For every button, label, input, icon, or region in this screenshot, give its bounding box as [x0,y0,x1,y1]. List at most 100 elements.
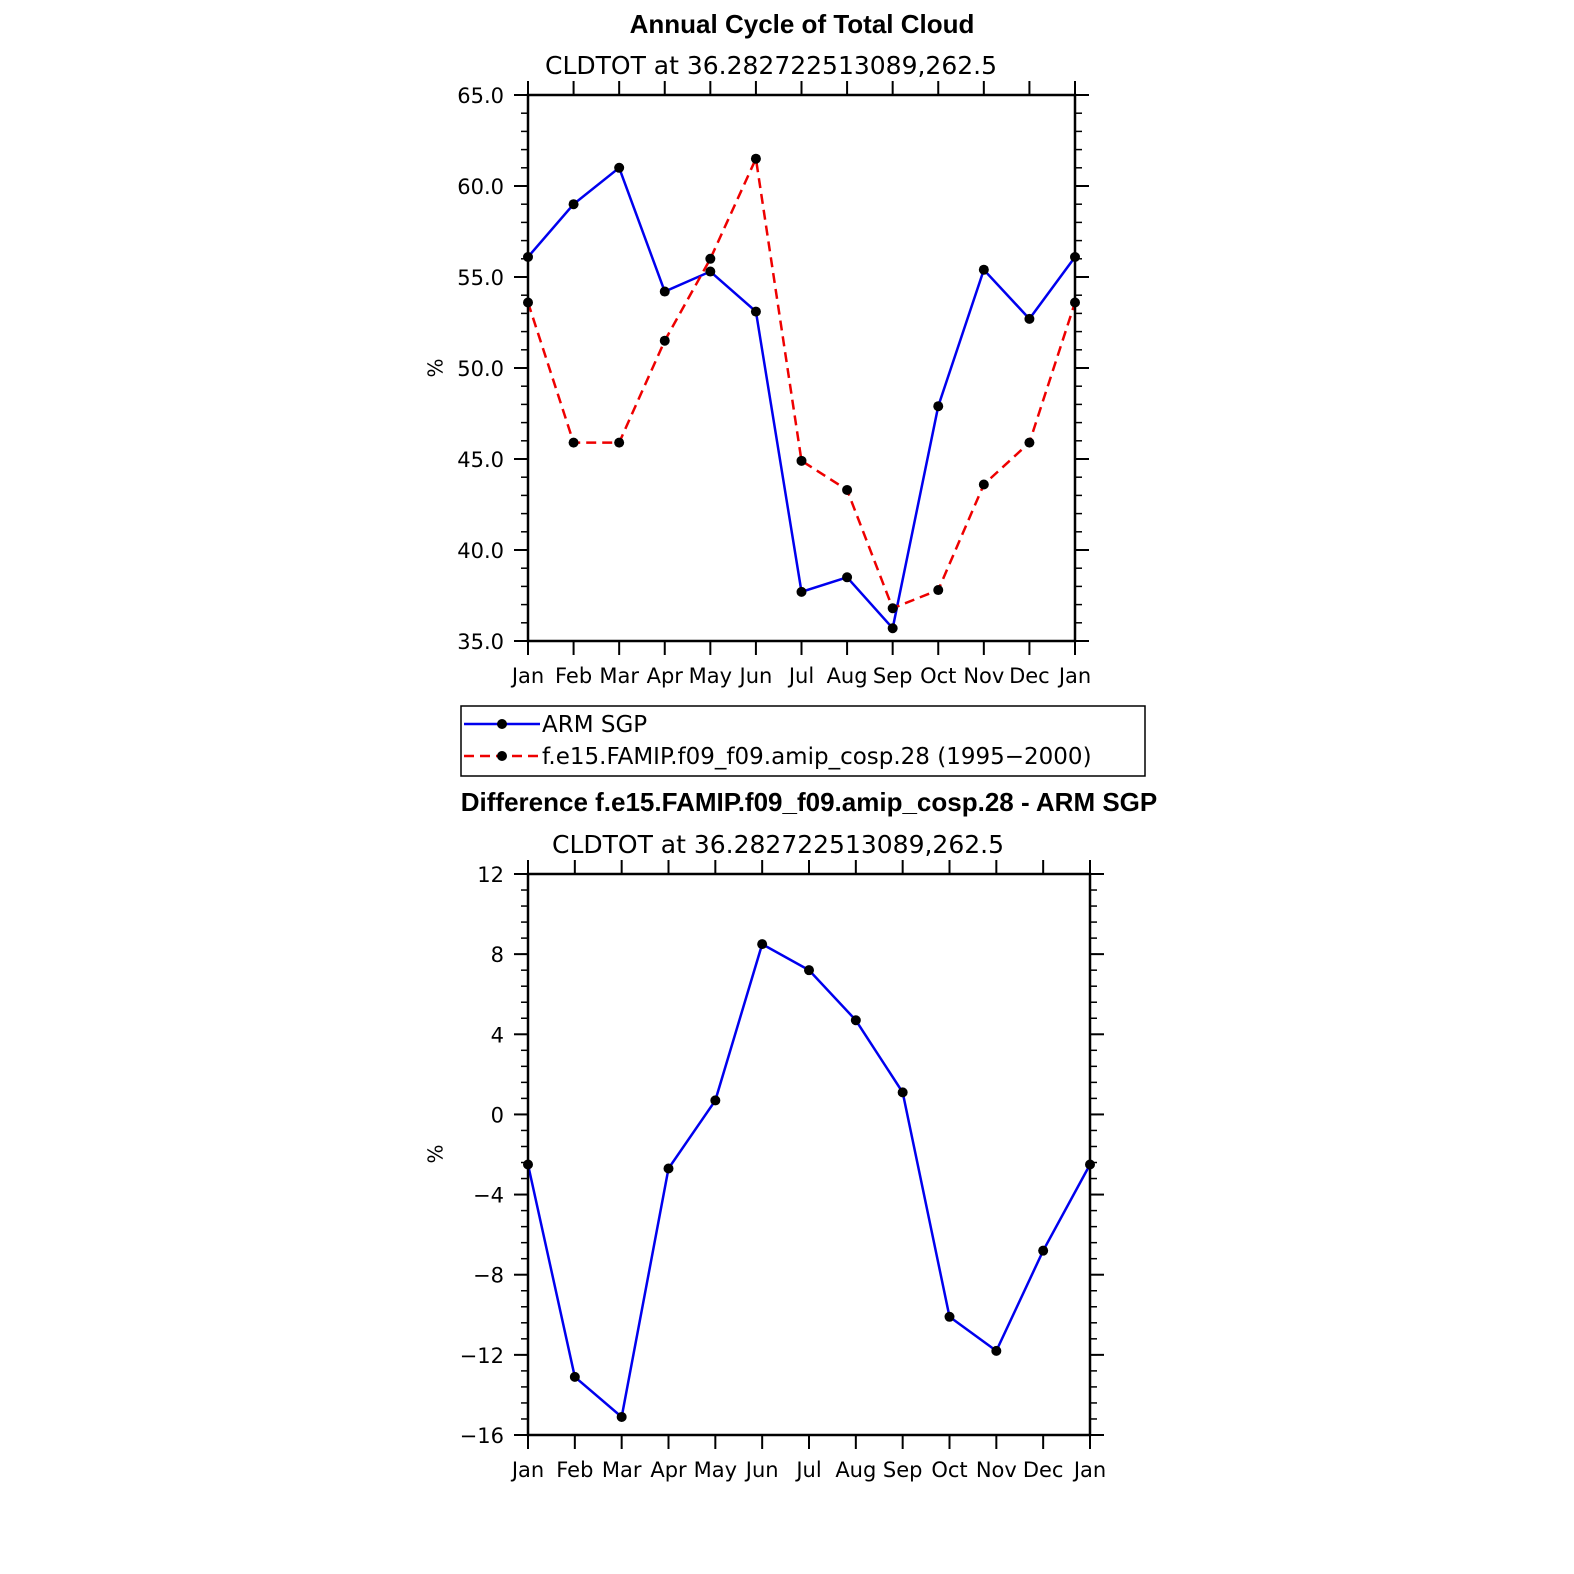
y-tick-label: 12 [477,863,504,887]
x-tick-label: Mar [602,1458,642,1482]
data-point [705,253,716,264]
data-point [796,455,807,466]
x-tick-label: Aug [827,664,868,688]
series-line [526,942,1092,1420]
data-point [944,1311,955,1322]
x-tick-label: Apr [647,664,684,688]
y-tick-label: −4 [473,1184,504,1208]
y-tick-label: −12 [460,1344,504,1368]
y-tick-label: 50.0 [457,357,504,381]
y-tick-label: 4 [491,1023,504,1047]
x-tick-label: Jun [744,1458,779,1482]
y-tick-label: 40.0 [457,539,504,563]
x-tick-label: Feb [555,664,592,688]
y-tick-label: 8 [491,943,504,967]
data-point [1024,437,1035,448]
x-tick-label: Jan [1057,664,1091,688]
data-point [568,199,579,210]
y-tick-label: −16 [460,1424,504,1448]
data-point [614,437,625,448]
y-tick-label: 55.0 [457,266,504,290]
data-point [842,572,853,583]
y-tick-label: 0 [491,1103,504,1127]
data-point [616,1411,627,1422]
x-tick-label: May [694,1458,737,1482]
y-tick-label: −8 [473,1264,504,1288]
axis-ticks [514,81,1089,655]
axis-ticks [514,860,1104,1449]
x-tick-label: Sep [873,664,913,688]
x-tick-label: Dec [1023,1458,1064,1482]
x-tick-label: Nov [976,1458,1017,1482]
data-point [887,623,898,634]
chart-subtitle: CLDTOT at 36.282722513089,262.5 [545,51,997,80]
x-tick-label: Mar [599,664,639,688]
data-point [978,479,989,490]
x-tick-label: Apr [650,1458,687,1482]
legend-marker-arm-sgp [497,719,507,729]
data-point [887,603,898,614]
data-point [991,1345,1002,1356]
data-point [705,266,716,277]
x-tick-label: Jul [787,664,814,688]
data-point [1024,313,1035,324]
chart-subtitle: CLDTOT at 36.282722513089,262.5 [552,830,1004,859]
data-point [978,264,989,275]
plot-frame [526,872,1092,1437]
data-point [750,153,761,164]
legend: ARM SGP f.e15.FAMIP.f09_f09.amip_cosp.28… [460,705,1146,777]
y-axis-label: % [424,358,448,377]
x-tick-labels: Jan Feb Mar Apr May Jun Jul Aug Sep Oct Nov Dec Jan [510,1458,1106,1482]
data-point [750,306,761,317]
y-tick-labels: 35.0 40.0 45.0 50.0 55.0 60.0 65.0 [457,84,504,654]
data-point [796,586,807,597]
data-point [663,1163,674,1174]
legend-label-model: f.e15.FAMIP.f09_f09.amip_cosp.28 (1995−2… [542,744,1092,770]
legend-label-arm-sgp: ARM SGP [542,712,647,738]
y-axis-label: % [424,1144,448,1163]
series-line [526,154,1077,610]
x-tick-label: Oct [920,664,956,688]
series-group [523,939,1095,1422]
x-tick-label: Jul [794,1458,821,1482]
y-tick-labels: −16 −12 −8 −4 0 4 8 12 [460,863,504,1448]
data-point [659,286,670,297]
x-tick-label: Nov [963,664,1004,688]
x-tick-label: Sep [883,1458,923,1482]
series-line [527,165,1077,631]
data-point [757,939,768,950]
data-point [897,1087,908,1098]
annual-cycle-chart: Annual Cycle of Total Cloud CLDTOT at 36… [424,9,1092,688]
y-tick-label: 60.0 [457,175,504,199]
chart-title: Annual Cycle of Total Cloud [630,9,975,39]
legend-marker-model [497,751,507,761]
data-point [933,585,944,596]
y-tick-label: 35.0 [457,630,504,654]
data-point [933,401,944,412]
x-tick-label: Feb [556,1458,593,1482]
chart-title: Difference f.e15.FAMIP.f09_f09.amip_cosp… [461,787,1157,817]
y-tick-label: 45.0 [457,448,504,472]
x-tick-label: Jun [738,664,773,688]
data-point [568,437,579,448]
x-tick-label: Jan [1072,1458,1106,1482]
data-point [659,335,670,346]
data-point [710,1095,721,1106]
data-point [850,1015,861,1026]
data-point [842,484,853,495]
y-tick-label: 65.0 [457,84,504,108]
data-point [804,965,814,976]
difference-chart: Difference f.e15.FAMIP.f09_f09.amip_cosp… [424,787,1158,1482]
x-tick-label: Oct [931,1458,967,1482]
x-tick-label: May [689,664,732,688]
data-point [1038,1245,1049,1256]
x-tick-label: Jan [510,664,544,688]
plot-frame [526,93,1077,643]
legend-box [460,705,1146,777]
data-point [614,162,625,173]
x-tick-label: Aug [835,1458,876,1482]
series-group [523,153,1080,634]
data-point [569,1371,580,1382]
x-tick-label: Dec [1009,664,1050,688]
